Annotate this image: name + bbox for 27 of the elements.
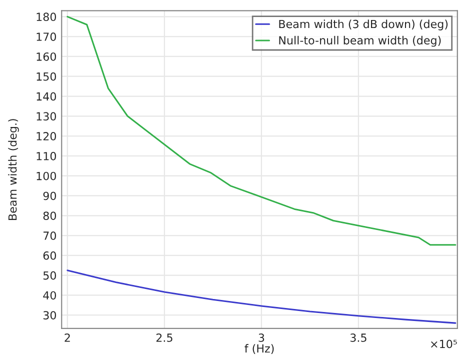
line-series	[66, 270, 456, 324]
x-tick-label: 2.5	[156, 333, 172, 342]
y-tick-label: 40	[43, 291, 56, 300]
y-tick-label: 80	[43, 212, 56, 220]
y-tick-label: 100	[36, 172, 56, 180]
y-tick-label: 70	[44, 232, 56, 240]
line-series	[66, 16, 456, 246]
y-tick-label: 30	[43, 311, 56, 320]
y-tick-label: 120	[36, 132, 56, 140]
x-axis-title: f (Hz)	[244, 344, 274, 354]
y-tick-label: 140	[36, 92, 56, 101]
y-axis-title: Beam width (deg.)	[8, 119, 19, 220]
y-tick-label: 170	[36, 32, 56, 41]
legend-label: Beam width (3 dB down) (deg)	[279, 20, 448, 30]
y-tick-label: 130	[36, 112, 56, 121]
y-tick-label: 90	[43, 192, 56, 200]
y-tick-label: 180	[36, 12, 56, 22]
text: ×10⁵	[431, 340, 457, 348]
y-tick-label: 60	[43, 251, 56, 260]
x-tick-label: 2	[64, 333, 70, 342]
x-tick-label: 3.5	[350, 333, 366, 342]
legend-label: Null-to-null beam width (deg)	[279, 36, 441, 47]
y-tick-label: 160	[36, 52, 56, 61]
y-tick-label: 50	[43, 271, 56, 280]
y-tick-label: 110	[36, 152, 56, 160]
y-tick-label: 150	[36, 72, 56, 81]
x-tick-label: 3	[258, 333, 264, 342]
